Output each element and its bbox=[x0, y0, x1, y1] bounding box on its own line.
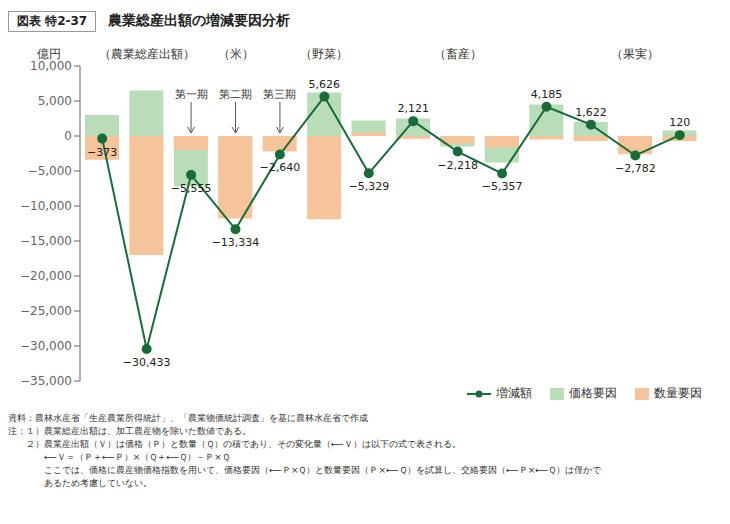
svg-text:−35,000: −35,000 bbox=[20, 374, 72, 388]
svg-text:−20,000: −20,000 bbox=[20, 269, 72, 283]
svg-text:（米）: （米） bbox=[218, 47, 254, 61]
html-text:数量要因: 数量要因 bbox=[654, 386, 702, 400]
html-text:図表 特2-37: 図表 特2-37 bbox=[17, 13, 88, 28]
html-text:ここでは、価格に農産物価格指数を用いて、価格要因（⟵Ｐ×Ｑ）: ここでは、価格に農産物価格指数を用いて、価格要因（⟵Ｐ×Ｑ）と数量要因（Ｐ×⟵Ｑ… bbox=[8, 465, 602, 475]
svg-text:−5,357: −5,357 bbox=[482, 180, 523, 193]
svg-text:−25,000: −25,000 bbox=[20, 304, 72, 318]
svg-text:第三期: 第三期 bbox=[263, 88, 296, 101]
svg-text:2,121: 2,121 bbox=[397, 102, 429, 115]
svg-text:5,626: 5,626 bbox=[309, 78, 341, 91]
svg-text:第一期: 第一期 bbox=[175, 88, 208, 101]
svg-text:−2,640: −2,640 bbox=[260, 161, 301, 174]
svg-text:4,185: 4,185 bbox=[531, 88, 563, 101]
svg-text:−30,433: −30,433 bbox=[123, 356, 171, 369]
svg-text:−15,000: −15,000 bbox=[20, 234, 72, 248]
svg-text:（農業総産出額）: （農業総産出額） bbox=[99, 47, 195, 61]
svg-text:（果実）: （果実） bbox=[611, 47, 659, 61]
svg-text:1,622: 1,622 bbox=[575, 106, 607, 119]
svg-text:（畜産）: （畜産） bbox=[434, 47, 482, 61]
svg-text:第二期: 第二期 bbox=[219, 88, 252, 101]
svg-text:−5,000: −5,000 bbox=[28, 164, 72, 178]
html-text:２）農業産出額（Ｖ）は価格（Ｐ）と数量（Ｑ）の積であり、その: ２）農業産出額（Ｖ）は価格（Ｐ）と数量（Ｑ）の積であり、その変化量（⟵Ｖ）は以下… bbox=[8, 439, 461, 449]
svg-text:−13,334: −13,334 bbox=[212, 236, 260, 249]
html-text:増減額: 増減額 bbox=[496, 386, 532, 400]
svg-text:−2,782: −2,782 bbox=[615, 162, 656, 175]
html-text:価格要因: 価格要因 bbox=[569, 386, 617, 400]
html-text:資料：農林水産省「生産農業所得統計」、「農業物価統計調査」を: 資料：農林水産省「生産農業所得統計」、「農業物価統計調査」を基に農林水産省で作成 bbox=[8, 413, 368, 423]
svg-text:億円: 億円 bbox=[37, 47, 61, 61]
svg-text:120: 120 bbox=[669, 116, 690, 129]
svg-text:−10,000: −10,000 bbox=[20, 199, 72, 213]
svg-text:−373: −373 bbox=[87, 146, 117, 159]
svg-text:−2,218: −2,218 bbox=[437, 159, 478, 172]
svg-text:5,000: 5,000 bbox=[38, 94, 72, 108]
html-text:農業総産出額の増減要因分析: 農業総産出額の増減要因分析 bbox=[108, 12, 291, 28]
html-text:あるため考慮していない。: あるため考慮していない。 bbox=[8, 478, 152, 488]
svg-text:−30,000: −30,000 bbox=[20, 339, 72, 353]
html-text:⟵Ｖ＝（Ｐ＋⟵Ｐ）×（Ｑ＋⟵Ｑ）－Ｐ×Ｑ: ⟵Ｖ＝（Ｐ＋⟵Ｐ）×（Ｑ＋⟵Ｑ）－Ｐ×Ｑ bbox=[8, 452, 230, 462]
svg-text:（野菜）: （野菜） bbox=[300, 47, 348, 61]
html-text:注：１）農業総産出額は、加工農産物を除いた数値である。: 注：１）農業総産出額は、加工農産物を除いた数値である。 bbox=[8, 426, 251, 436]
svg-text:−5,329: −5,329 bbox=[348, 180, 389, 193]
svg-text:10,000: 10,000 bbox=[30, 59, 72, 73]
svg-text:0: 0 bbox=[64, 129, 72, 143]
svg-text:−5,555: −5,555 bbox=[171, 182, 212, 195]
